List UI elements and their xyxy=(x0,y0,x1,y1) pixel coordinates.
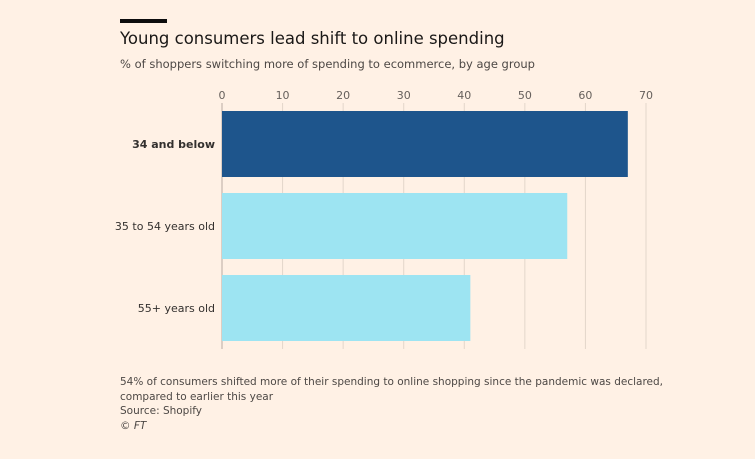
category-label-1: 35 to 54 years old xyxy=(115,220,215,233)
chart-footer: 54% of consumers shifted more of their s… xyxy=(120,375,663,433)
chart-title: Young consumers lead shift to online spe… xyxy=(120,29,505,48)
ft-credit: © FT xyxy=(120,419,147,432)
bar-55-years-old xyxy=(222,275,471,341)
bar-35-to-54-years-old xyxy=(222,193,568,259)
footnote-line-2: compared to earlier this year xyxy=(120,390,274,403)
x-tick-label-30: 30 xyxy=(397,89,411,102)
source-note: Source: Shopify xyxy=(120,405,202,417)
bar-34-and-below xyxy=(222,111,628,177)
title-accent-bar xyxy=(120,19,167,23)
footnote-line-1: 54% of consumers shifted more of their s… xyxy=(120,376,663,388)
chart-subtitle: % of shoppers switching more of spending… xyxy=(120,57,535,71)
x-tick-label-70: 70 xyxy=(639,89,653,102)
x-tick-label-60: 60 xyxy=(578,89,592,102)
x-tick-label-0: 0 xyxy=(219,89,226,102)
x-tick-label-50: 50 xyxy=(518,89,532,102)
category-label-2: 55+ years old xyxy=(138,302,215,315)
x-tick-label-40: 40 xyxy=(457,89,471,102)
category-label-0: 34 and below xyxy=(132,138,215,151)
x-tick-label-10: 10 xyxy=(276,89,290,102)
x-tick-label-20: 20 xyxy=(336,89,350,102)
